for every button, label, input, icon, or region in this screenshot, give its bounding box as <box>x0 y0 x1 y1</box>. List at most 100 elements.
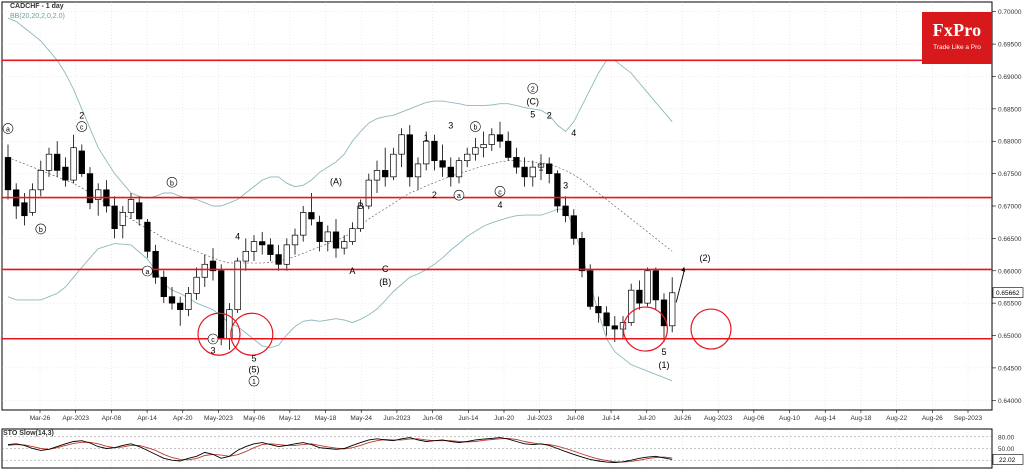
wave-label-circle <box>494 186 506 197</box>
candle <box>54 141 61 177</box>
wave-label-text: a <box>457 193 461 200</box>
candle <box>464 147 471 168</box>
price-tick-label: 0.65000 <box>998 333 1022 340</box>
wave-label: 3 <box>448 120 453 130</box>
date-tick-label: May-2023 <box>204 415 233 422</box>
price-tick-label: 0.64500 <box>998 365 1022 372</box>
wave-label-text: a <box>145 269 149 276</box>
candle <box>185 286 192 317</box>
candle <box>308 193 315 226</box>
wave-label-text: 5 <box>530 109 535 119</box>
price-tick-label: 0.69500 <box>998 42 1022 49</box>
date-tick-label: Aug-22 <box>886 415 907 422</box>
candle <box>365 173 372 210</box>
wave-label: (C) <box>527 96 540 106</box>
date-tick-label: Jul-20 <box>638 415 656 422</box>
date-tick-label: Apr-14 <box>137 415 157 422</box>
oscillator-legend: STO Slow(14,3) <box>3 430 54 437</box>
candle-body <box>127 199 135 213</box>
candle-body <box>95 189 102 200</box>
date-tick-label: Aug-06 <box>743 415 764 422</box>
wave-label: 4 <box>235 232 240 242</box>
candle-body <box>275 254 282 265</box>
candle <box>382 147 389 187</box>
wave-label-text: 2 <box>531 86 535 93</box>
candle-body <box>595 306 602 314</box>
candle-body <box>603 312 610 327</box>
candle-body <box>349 228 356 242</box>
candle <box>357 199 364 232</box>
date-tick-label: Apr-08 <box>102 415 122 422</box>
candle <box>78 144 85 177</box>
candle-body <box>431 140 438 162</box>
wave-label-text: C <box>382 264 389 274</box>
candle <box>86 167 94 210</box>
candle-body <box>669 292 676 327</box>
candle <box>373 160 381 194</box>
wave-label-text: c <box>211 337 215 344</box>
date-tick-label: May-24 <box>350 415 372 422</box>
wave-label: 1 <box>248 375 260 387</box>
candle-body <box>111 205 118 230</box>
wave-label-text: 4 <box>497 200 502 210</box>
wave-label-circle <box>207 333 219 345</box>
bollinger-middle-line <box>7 157 673 264</box>
date-tick-label: Jun-2023 <box>383 415 410 422</box>
candle-body <box>447 166 454 178</box>
candle-body <box>578 238 586 272</box>
candle-body <box>652 270 659 301</box>
candle-body <box>513 157 520 168</box>
logo-brand: FxPro <box>932 20 982 40</box>
wave-label: 5 <box>251 353 256 363</box>
candle <box>537 154 545 181</box>
candle-body <box>521 166 528 178</box>
wave-label: 3 <box>210 346 215 356</box>
date-tick-label: Aug-2023 <box>704 415 733 422</box>
last-price-box <box>992 287 1024 298</box>
candle <box>95 183 102 216</box>
candle-body <box>70 147 77 181</box>
candle-body <box>357 205 364 230</box>
wave-label-text: 4 <box>235 232 240 242</box>
wave-label-text: 2 <box>547 111 552 121</box>
candle-body <box>45 153 53 171</box>
candle <box>390 147 397 181</box>
candle <box>652 267 659 310</box>
candle <box>152 244 159 284</box>
candle-body <box>291 234 299 246</box>
candle <box>70 134 77 184</box>
candle <box>332 218 340 258</box>
candle <box>144 218 151 258</box>
candle-body <box>455 160 463 178</box>
candle <box>423 131 430 171</box>
candle-body <box>480 144 487 149</box>
candle <box>628 283 635 326</box>
candle-body <box>37 170 44 191</box>
candle-body <box>316 221 323 242</box>
candle <box>21 193 28 226</box>
wave-label: b <box>470 121 481 132</box>
candle-body <box>332 231 340 249</box>
wave-label: 1 <box>424 133 429 143</box>
candle-body <box>406 134 413 178</box>
date-tick-label: Jul-2023 <box>527 415 552 422</box>
candle-body <box>300 212 307 236</box>
candle-body <box>636 289 643 304</box>
candle-body <box>660 299 668 327</box>
candle <box>562 196 569 223</box>
wave-label-text: 2 <box>79 111 84 121</box>
candle-body <box>62 166 69 181</box>
wave-label-circle <box>2 123 14 134</box>
candle-body <box>587 270 594 307</box>
candle <box>480 131 487 158</box>
candle <box>406 125 413 187</box>
date-tick-label: Aug-10 <box>779 415 800 422</box>
candle-body <box>570 215 577 239</box>
wave-label-text: 1 <box>538 162 543 172</box>
candle-body <box>414 163 422 178</box>
wave-label: 1 <box>538 162 543 172</box>
candle <box>234 257 241 313</box>
candle-body <box>283 244 290 265</box>
wave-label-text: c <box>80 125 84 132</box>
